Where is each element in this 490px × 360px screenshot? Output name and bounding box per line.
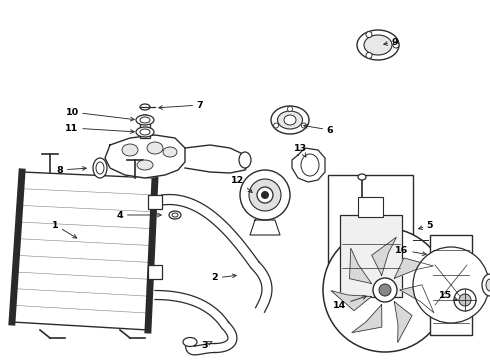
Ellipse shape <box>169 211 181 219</box>
Ellipse shape <box>140 115 150 121</box>
Ellipse shape <box>137 160 153 170</box>
Polygon shape <box>185 145 250 173</box>
Text: 3: 3 <box>202 341 212 350</box>
Text: 10: 10 <box>66 108 134 121</box>
Circle shape <box>459 294 471 306</box>
Polygon shape <box>331 291 371 311</box>
Circle shape <box>261 191 269 199</box>
Text: 1: 1 <box>51 220 77 238</box>
Circle shape <box>301 123 306 128</box>
Ellipse shape <box>482 274 490 296</box>
Text: 4: 4 <box>117 211 161 220</box>
Circle shape <box>379 284 391 296</box>
Polygon shape <box>215 322 237 352</box>
Ellipse shape <box>358 174 366 180</box>
Polygon shape <box>155 291 229 328</box>
Ellipse shape <box>239 152 251 168</box>
Text: 11: 11 <box>65 123 134 134</box>
Polygon shape <box>349 248 371 283</box>
Polygon shape <box>105 135 185 178</box>
Polygon shape <box>400 285 434 313</box>
Polygon shape <box>250 220 280 235</box>
Bar <box>430 235 472 335</box>
Circle shape <box>288 107 293 112</box>
Bar <box>328 175 413 305</box>
Text: 15: 15 <box>439 291 457 300</box>
Circle shape <box>454 289 476 311</box>
Text: 12: 12 <box>231 176 252 193</box>
Text: 13: 13 <box>294 144 307 157</box>
Polygon shape <box>352 305 382 333</box>
Bar <box>140 118 150 138</box>
Ellipse shape <box>136 127 154 137</box>
Text: 5: 5 <box>418 220 433 230</box>
Ellipse shape <box>122 144 138 156</box>
Ellipse shape <box>249 179 281 211</box>
Ellipse shape <box>364 35 392 55</box>
Circle shape <box>323 228 447 352</box>
Polygon shape <box>251 261 272 312</box>
Ellipse shape <box>357 30 399 60</box>
Text: 9: 9 <box>384 37 398 46</box>
Ellipse shape <box>93 158 107 178</box>
Polygon shape <box>372 237 396 275</box>
Circle shape <box>257 187 273 203</box>
Text: 16: 16 <box>395 246 426 256</box>
Text: 14: 14 <box>333 296 367 310</box>
Polygon shape <box>186 343 215 355</box>
Bar <box>358 197 383 217</box>
Ellipse shape <box>284 115 296 125</box>
Circle shape <box>413 247 489 323</box>
Polygon shape <box>394 258 433 278</box>
Bar <box>148 265 162 279</box>
Ellipse shape <box>136 115 154 125</box>
Ellipse shape <box>486 279 490 291</box>
Text: 8: 8 <box>57 166 86 175</box>
Circle shape <box>393 42 399 48</box>
Circle shape <box>366 53 372 58</box>
Ellipse shape <box>183 338 197 346</box>
Text: 7: 7 <box>159 100 203 109</box>
Text: 6: 6 <box>304 125 333 135</box>
Circle shape <box>373 278 397 302</box>
Polygon shape <box>12 172 155 330</box>
Ellipse shape <box>140 104 150 110</box>
Ellipse shape <box>240 170 290 220</box>
Text: 2: 2 <box>212 274 236 283</box>
Polygon shape <box>161 194 259 268</box>
Ellipse shape <box>277 111 302 129</box>
Ellipse shape <box>271 106 309 134</box>
Circle shape <box>273 123 279 128</box>
Ellipse shape <box>163 147 177 157</box>
Circle shape <box>366 32 372 37</box>
Bar <box>148 195 162 209</box>
Ellipse shape <box>147 142 163 154</box>
Polygon shape <box>292 148 325 182</box>
Polygon shape <box>394 302 412 342</box>
Bar <box>340 215 402 297</box>
